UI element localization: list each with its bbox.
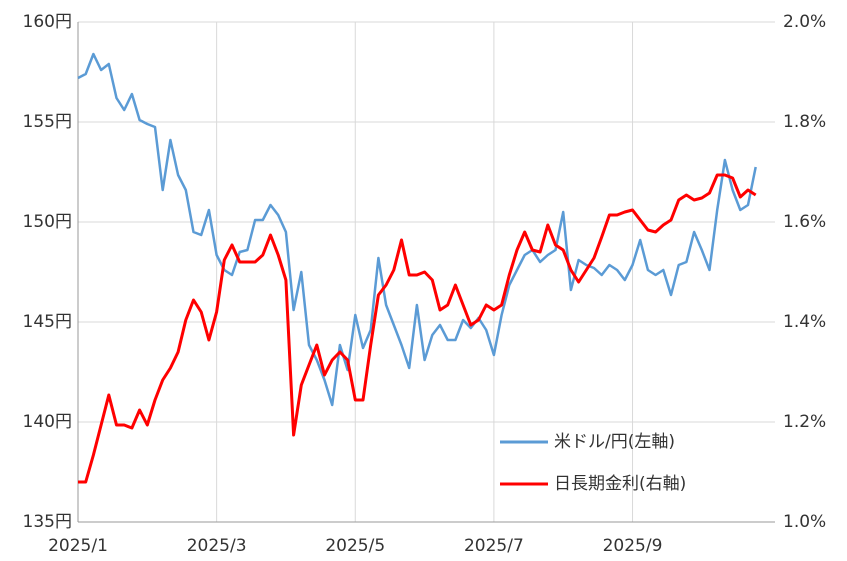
- y2-tick-label: 1.2%: [783, 412, 826, 432]
- x-tick-label: 2025/3: [187, 536, 247, 556]
- y-tick-label: 150円: [23, 212, 72, 232]
- y-tick-label: 145円: [23, 312, 72, 332]
- y-tick-label: 160円: [23, 12, 72, 32]
- y2-tick-label: 1.0%: [783, 512, 826, 532]
- y2-tick-label: 1.4%: [783, 312, 826, 332]
- line-series: [77, 52, 757, 407]
- y2-tick-label: 1.8%: [783, 112, 826, 132]
- x-tick-label: 2025/9: [603, 536, 663, 556]
- line-series: [78, 173, 757, 484]
- x-tick-label: 2025/5: [325, 536, 385, 556]
- y-tick-label: 155円: [23, 112, 72, 132]
- y2-tick-label: 1.6%: [783, 212, 826, 232]
- y-tick-label: 140円: [23, 412, 72, 432]
- legend-label: 日長期金利(右軸): [554, 474, 686, 494]
- legend-label: 米ドル/円(左軸): [554, 432, 675, 452]
- x-tick-label: 2025/1: [48, 536, 108, 556]
- x-tick-label: 2025/7: [464, 536, 524, 556]
- y-tick-label: 135円: [23, 512, 72, 532]
- y2-tick-label: 2.0%: [783, 12, 826, 32]
